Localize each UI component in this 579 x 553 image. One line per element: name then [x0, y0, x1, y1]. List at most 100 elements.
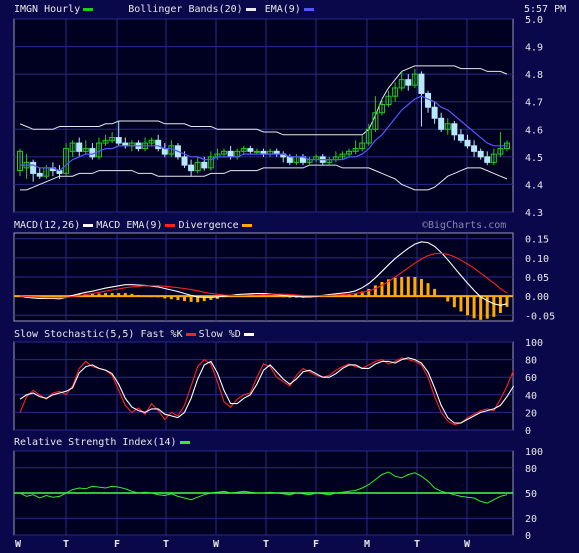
candle-body — [359, 142, 366, 150]
macd-line — [19, 241, 508, 306]
candle-body — [188, 164, 195, 172]
divergence-bar — [196, 296, 200, 303]
rsi-ytick-2: 50 — [525, 489, 537, 500]
x-tick-label-6: F — [313, 539, 319, 550]
rsi-ytick-0: 100 — [525, 447, 543, 458]
divergence-bar — [275, 296, 279, 298]
x-tick-label-1: T — [63, 539, 69, 550]
divergence-bar — [38, 296, 42, 298]
divergence-bar — [268, 295, 272, 297]
candle-body — [497, 148, 504, 155]
divergence-bar — [340, 294, 344, 297]
stoch-ytick-5: 0 — [525, 426, 531, 437]
macd-legend: MACD(12,26) MACD EMA(9) Divergence — [14, 220, 255, 232]
rsi-ytick-4: 0 — [525, 531, 531, 542]
x-tick-label-7: M — [364, 539, 370, 550]
divergence-bar — [202, 296, 206, 302]
bollinger-legend-swatch — [245, 7, 256, 11]
candle-body — [148, 139, 155, 144]
candle-body — [69, 142, 76, 152]
candle-body — [457, 134, 464, 141]
candle-body — [227, 150, 234, 158]
price-ytick-0: 5.0 — [525, 15, 543, 26]
candle-body — [17, 150, 23, 172]
divergence-bar — [505, 296, 509, 307]
divergence-bar — [281, 296, 285, 298]
candle-body — [352, 148, 359, 152]
price-legend: IMGN Hourly Bollinger Bands(20) EMA(9) — [14, 4, 317, 16]
divergence-bar — [44, 296, 48, 298]
macd-ema-legend-swatch — [165, 223, 176, 227]
macd-ytick-4: -0.05 — [525, 311, 555, 322]
ema-legend-swatch — [303, 7, 314, 11]
candle-body — [109, 137, 116, 141]
rsi-legend-swatch — [179, 440, 190, 444]
candle-body — [451, 123, 458, 136]
macd-ytick-1: 0.10 — [525, 254, 549, 265]
divergence-bar — [367, 288, 371, 297]
macd-ytick-2: 0.05 — [525, 273, 549, 284]
stoch-ytick-0: 100 — [525, 338, 543, 349]
divergence-bar — [393, 277, 397, 297]
candle-body — [405, 79, 412, 86]
divergence-bar — [347, 294, 351, 297]
divergence-bar — [163, 296, 167, 299]
divergence-bar — [189, 296, 193, 302]
divergence-bar — [288, 296, 292, 298]
candle-body — [286, 156, 293, 163]
ema-label: EMA(9) — [264, 4, 301, 15]
divergence-bar — [439, 295, 443, 297]
symbol-label: IMGN Hourly — [14, 4, 81, 15]
price-ytick-4: 4.6 — [525, 125, 543, 136]
divergence-bar — [248, 294, 252, 297]
divergence-bar — [110, 293, 114, 297]
candle-body — [438, 117, 445, 130]
divergence-bar — [183, 296, 187, 302]
candle-body — [76, 142, 83, 152]
divergence-bar — [130, 293, 134, 297]
divergence-bar — [466, 296, 470, 316]
divergence-bar — [360, 291, 364, 297]
candle-body — [464, 139, 471, 147]
divergence-bar — [90, 293, 94, 297]
divergence-bar — [169, 296, 173, 300]
candle-body — [490, 153, 497, 163]
watermark: ©BigCharts.com — [422, 220, 507, 231]
candle-body — [418, 73, 425, 94]
candle-body — [247, 148, 254, 152]
stoch-ytick-1: 80 — [525, 356, 537, 367]
slow-d-legend-label: Slow %D — [198, 329, 241, 340]
rsi-line — [19, 471, 508, 504]
macd-ema-legend-label: MACD EMA(9) — [96, 220, 163, 231]
divergence-bar — [406, 276, 410, 297]
price-ytick-2: 4.8 — [525, 70, 543, 81]
x-tick-label-3: T — [163, 539, 169, 550]
rsi-title: Relative Strength Index(14) — [14, 437, 177, 448]
slow-d-line — [19, 357, 515, 424]
macd-ytick-0: 0.15 — [525, 235, 549, 246]
divergence-bar — [334, 294, 338, 297]
candle-body — [207, 156, 214, 169]
candle-body — [365, 128, 372, 144]
divergence-legend-swatch — [241, 223, 252, 227]
candle-body — [484, 156, 491, 163]
divergence-bar — [104, 293, 108, 297]
macd-ema-line — [19, 252, 508, 299]
divergence-bar — [472, 296, 476, 319]
price-ytick-5: 4.5 — [525, 153, 543, 164]
divergence-bar — [150, 296, 154, 298]
divergence-bar — [479, 296, 483, 320]
price-legend-swatch — [83, 7, 94, 11]
divergence-bar — [222, 296, 226, 298]
x-tick-label-0: W — [15, 539, 22, 550]
candle-body — [444, 123, 451, 130]
divergence-bar — [373, 285, 377, 297]
rsi-legend: Relative Strength Index(14) — [14, 437, 193, 449]
divergence-bar — [419, 278, 423, 297]
divergence-bar — [143, 295, 147, 297]
divergence-bar — [492, 296, 496, 317]
divergence-bar — [97, 293, 101, 297]
candle-body — [82, 148, 89, 152]
stoch-title: Slow Stochastic(5,5) — [14, 329, 135, 340]
candle-body — [63, 148, 70, 174]
